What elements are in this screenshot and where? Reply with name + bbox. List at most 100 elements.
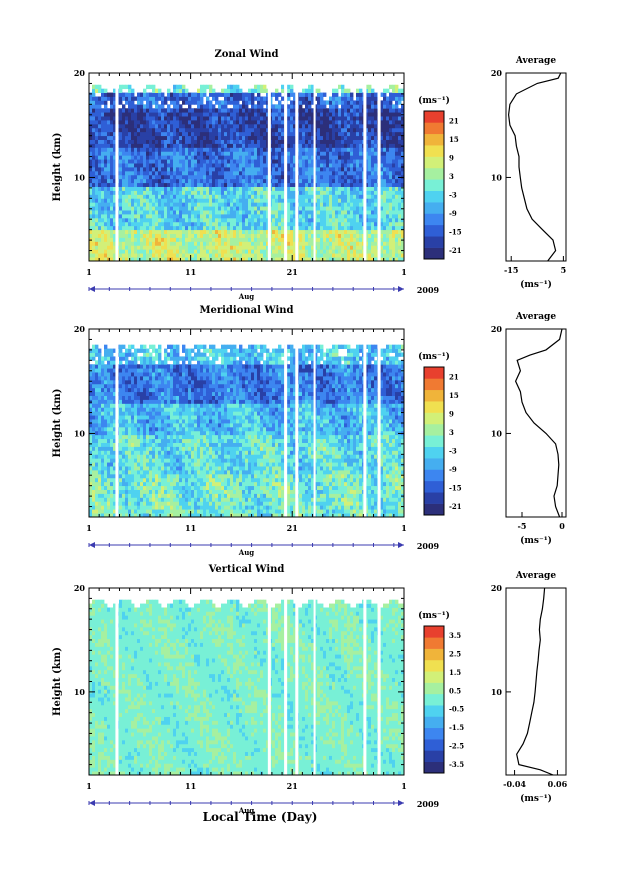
heatmap-cell — [224, 88, 228, 93]
heatmap-cell — [98, 407, 102, 412]
heatmap-cell — [104, 135, 108, 140]
heatmap-cell — [134, 206, 138, 211]
heatmap-cell — [125, 202, 129, 207]
heatmap-cell — [152, 116, 156, 121]
heatmap-cell — [170, 120, 174, 125]
heatmap-cell — [143, 104, 147, 109]
heatmap-cell — [200, 163, 204, 168]
heatmap-cell — [128, 135, 132, 140]
heatmap-cell — [266, 257, 270, 262]
heatmap-cell — [104, 470, 108, 475]
heatmap-cell — [278, 112, 282, 117]
heatmap-cell — [383, 96, 387, 101]
heatmap-cell — [98, 257, 102, 262]
heatmap-cell — [344, 151, 348, 156]
heatmap-cell — [92, 348, 96, 353]
heatmap-cell — [140, 131, 144, 137]
heatmap-cell — [293, 120, 297, 125]
heatmap-cell — [230, 237, 234, 242]
heatmap-cell — [206, 123, 210, 129]
heatmap-cell — [209, 139, 213, 144]
heatmap-cell — [146, 206, 150, 211]
heatmap-cell — [104, 159, 108, 164]
heatmap-cell — [353, 170, 357, 176]
heatmap-cell — [224, 120, 228, 125]
heatmap-cell — [167, 151, 171, 156]
heatmap-cell — [221, 92, 225, 97]
heatmap-cell — [167, 163, 171, 168]
heatmap-cell — [239, 120, 243, 125]
heatmap-cell — [341, 249, 345, 254]
heatmap-cell — [152, 127, 156, 133]
heatmap-cell — [242, 139, 246, 144]
heatmap-cell — [230, 229, 234, 234]
heatmap-cell — [197, 167, 201, 172]
heatmap-cell — [383, 108, 387, 113]
heatmap-cell — [308, 88, 312, 93]
heatmap-cell — [137, 217, 141, 223]
heatmap-cell — [209, 116, 213, 121]
heatmap-cell — [290, 229, 294, 234]
heatmap-cell — [89, 415, 93, 420]
heatmap-cell — [107, 221, 111, 227]
heatmap-cell — [95, 438, 99, 443]
heatmap-cell — [152, 241, 156, 246]
heatmap-cell — [350, 233, 354, 238]
heatmap-cell — [374, 159, 378, 164]
heatmap-cell — [248, 210, 252, 215]
heatmap-cell — [197, 182, 201, 187]
heatmap-cell — [248, 116, 252, 121]
heatmap-cell — [173, 151, 177, 156]
heatmap-cell — [233, 241, 237, 246]
heatmap-cell — [314, 229, 318, 234]
heatmap-cell — [140, 233, 144, 238]
heatmap-cell — [215, 210, 219, 215]
heatmap-cell — [233, 174, 237, 180]
heatmap-cell — [104, 170, 108, 176]
heatmap-cell — [173, 104, 177, 109]
heatmap-cell — [161, 229, 165, 234]
heatmap-cell — [92, 233, 96, 238]
heatmap-cell — [341, 253, 345, 258]
heatmap-cell — [155, 229, 159, 234]
heatmap-cell — [197, 241, 201, 246]
heatmap-cell — [221, 210, 225, 215]
heatmap-cell — [347, 225, 351, 231]
heatmap-cell — [266, 104, 270, 109]
heatmap-cell — [386, 163, 390, 168]
heatmap-cell — [254, 237, 258, 242]
heatmap-cell — [113, 217, 117, 223]
heatmap-cell — [314, 233, 318, 238]
heatmap-cell — [314, 131, 318, 137]
heatmap-cell — [182, 233, 186, 238]
heatmap-cell — [236, 245, 240, 250]
heatmap-cell — [209, 163, 213, 168]
heatmap-cell — [263, 147, 267, 152]
heatmap-cell — [176, 151, 180, 156]
heatmap-cell — [146, 96, 150, 101]
heatmap-cell — [131, 120, 135, 125]
heatmap-cell — [131, 92, 135, 97]
heatmap-cell — [239, 237, 243, 242]
heatmap-cell — [95, 485, 99, 490]
heatmap-cell — [215, 155, 219, 160]
heatmap-cell — [398, 229, 402, 234]
heatmap-cell — [317, 221, 321, 227]
heatmap-cell — [128, 131, 132, 137]
heatmap-cell — [236, 221, 240, 227]
heatmap-cell — [158, 112, 162, 117]
heatmap-cell — [200, 100, 204, 105]
heatmap-cell — [260, 127, 264, 133]
heatmap-cell — [119, 229, 123, 234]
heatmap-cell — [107, 206, 111, 211]
heatmap-cell — [146, 112, 150, 117]
heatmap-cell — [212, 182, 216, 187]
heatmap-cell — [260, 237, 264, 242]
heatmap-cell — [191, 245, 195, 250]
heatmap-cell — [227, 225, 231, 231]
heatmap-cell — [107, 120, 111, 125]
heatmap-cell — [338, 253, 342, 258]
heatmap-cell — [107, 92, 111, 97]
heatmap-cell — [254, 229, 258, 234]
heatmap-cell — [299, 147, 303, 152]
